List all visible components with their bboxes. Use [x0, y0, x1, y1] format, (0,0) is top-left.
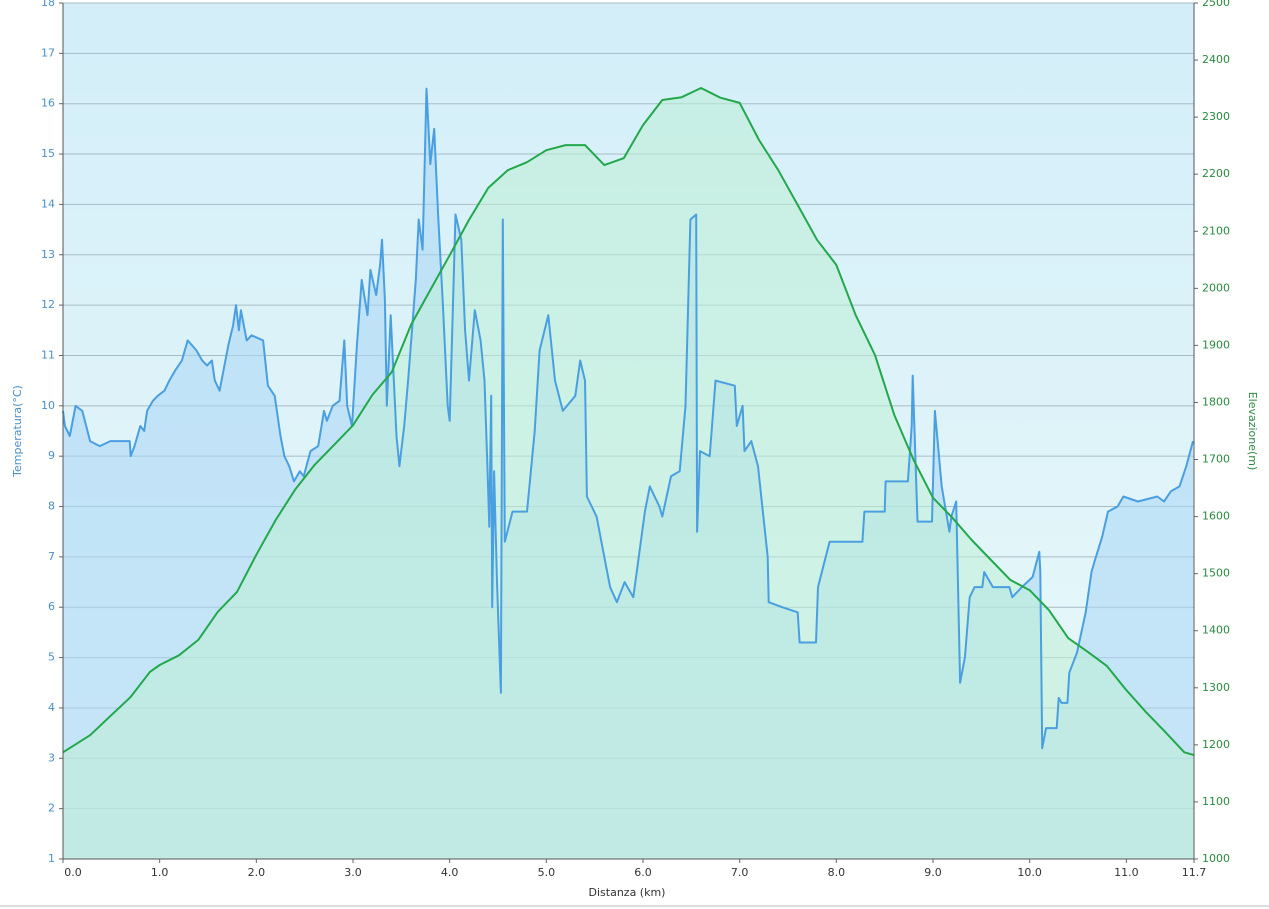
x-tick-label: 10.0 — [1017, 866, 1042, 879]
y2-tick-label: 2500 — [1202, 0, 1230, 9]
y-tick-label: 12 — [41, 298, 55, 311]
y-tick-label: 7 — [48, 550, 55, 563]
y-tick-label: 1 — [48, 852, 55, 865]
x-tick-label: 8.0 — [828, 866, 846, 879]
y-tick-label: 11 — [41, 348, 55, 361]
y-tick-label: 2 — [48, 802, 55, 815]
x-tick-label: 0.0 — [64, 866, 82, 879]
x-axis-title: Distanza (km) — [589, 886, 666, 899]
x-tick-label: 1.0 — [151, 866, 169, 879]
y-tick-label: 10 — [41, 399, 55, 412]
y-tick-label: 18 — [41, 0, 55, 9]
x-tick-label: 5.0 — [538, 866, 556, 879]
y2-tick-label: 2000 — [1202, 281, 1230, 294]
y2-tick-label: 2300 — [1202, 110, 1230, 123]
y2-tick-label: 1500 — [1202, 567, 1230, 580]
line — [62, 87, 1195, 757]
area — [63, 88, 1194, 859]
x-tick-label: 11.0 — [1114, 866, 1139, 879]
x-tick-label: 3.0 — [344, 866, 362, 879]
x-tick-label: 2.0 — [248, 866, 266, 879]
y2-tick-label: 1000 — [1202, 852, 1230, 865]
y2-tick-label: 1200 — [1202, 738, 1230, 751]
y2-tick-label: 1100 — [1202, 795, 1230, 808]
y-tick-label: 5 — [48, 651, 55, 664]
y-tick-label: 14 — [41, 197, 55, 210]
x-tick-label: 11.7 — [1182, 866, 1207, 879]
x-tick-label: 4.0 — [441, 866, 459, 879]
y-tick-label: 13 — [41, 248, 55, 261]
y-tick-label: 9 — [48, 449, 55, 462]
y-tick-label: 6 — [48, 600, 55, 613]
y2-tick-label: 1300 — [1202, 681, 1230, 694]
y-tick-label: 16 — [41, 97, 55, 110]
y2-tick-label: 1400 — [1202, 624, 1230, 637]
y2-axis-title: Elevazione(m) — [1246, 392, 1259, 471]
y2-tick-label: 2200 — [1202, 167, 1230, 180]
x-tick-label: 6.0 — [634, 866, 652, 879]
y2-tick-label: 2400 — [1202, 53, 1230, 66]
y2-tick-label: 1900 — [1202, 338, 1230, 351]
y2-tick-label: 1700 — [1202, 453, 1230, 466]
y-tick-label: 4 — [48, 701, 55, 714]
y-tick-label: 17 — [41, 46, 55, 59]
y-tick-label: 8 — [48, 500, 55, 513]
x-tick-label: 7.0 — [731, 866, 749, 879]
line — [62, 87, 1194, 750]
y2-tick-label: 1800 — [1202, 395, 1230, 408]
y-tick-label: 3 — [48, 751, 55, 764]
y2-tick-label: 1600 — [1202, 510, 1230, 523]
x-tick-label: 9.0 — [924, 866, 942, 879]
y2-tick-label: 2100 — [1202, 224, 1230, 237]
y-axis-title: Temperatura(°C) — [11, 385, 24, 478]
y-tick-label: 15 — [41, 147, 55, 160]
